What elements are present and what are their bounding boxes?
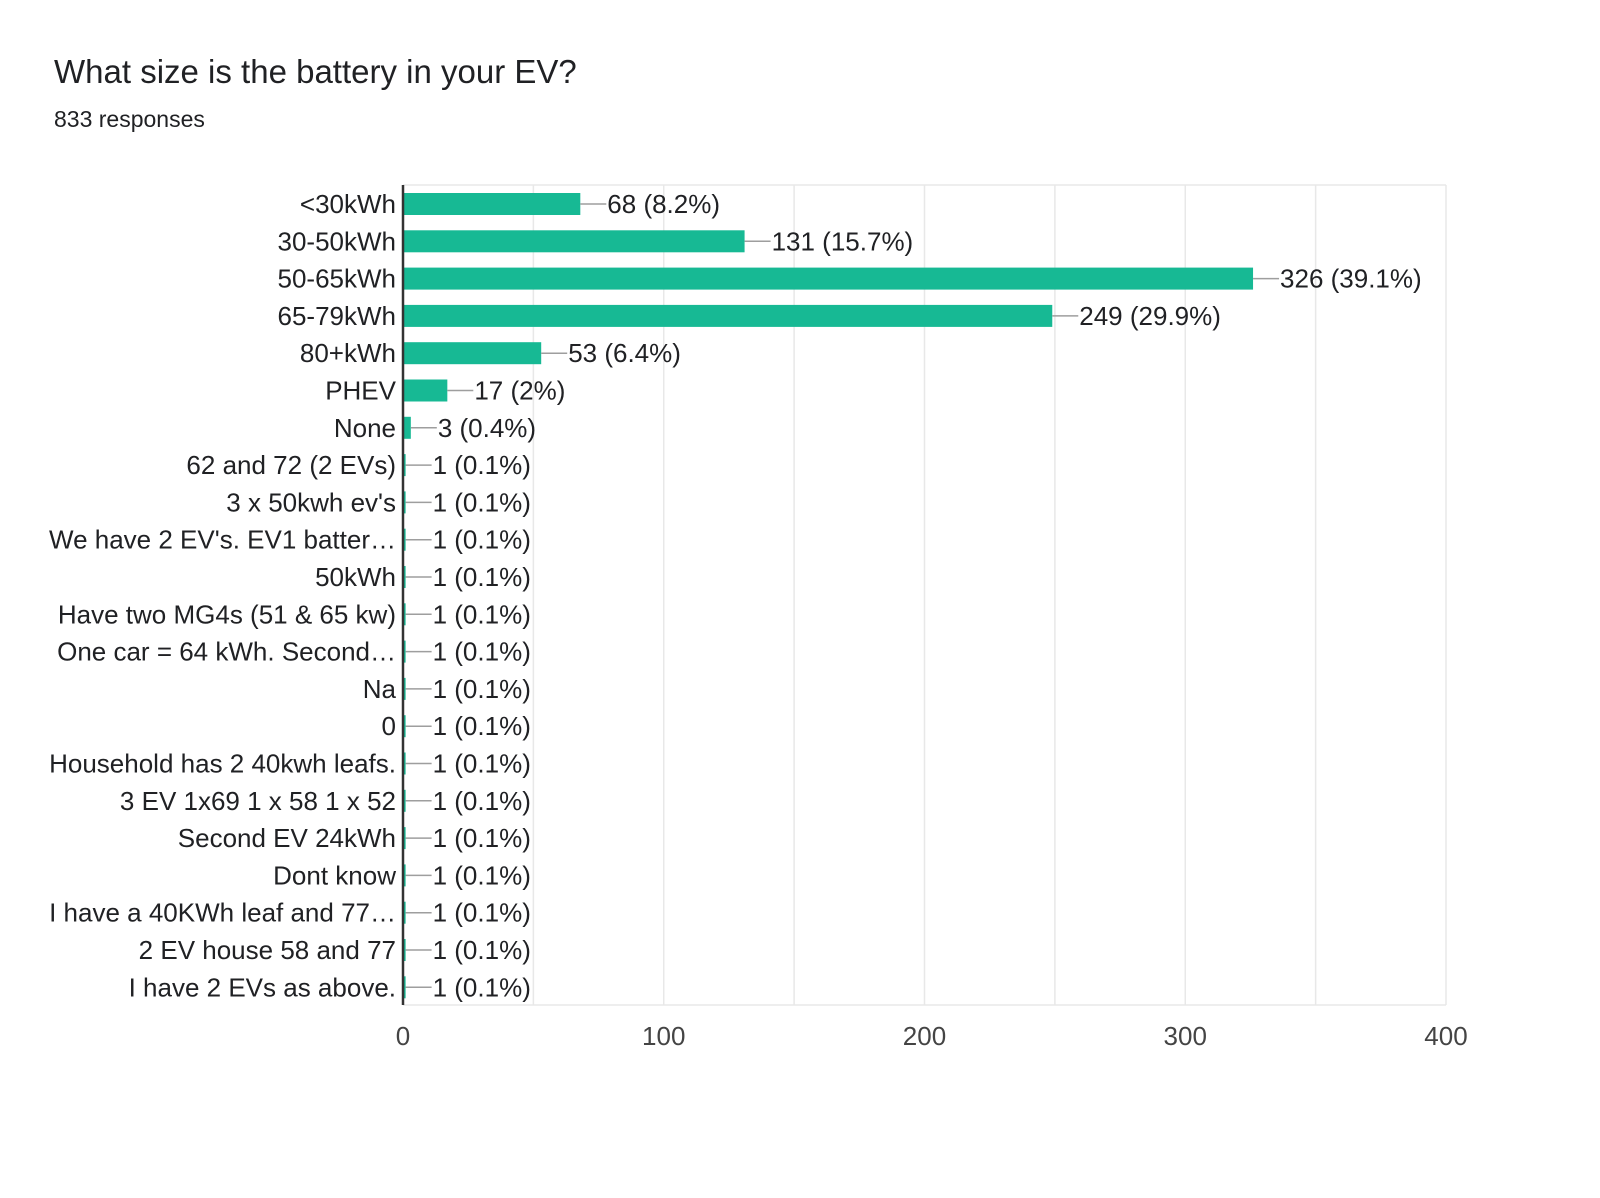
category-label: One car = 64 kWh. Second… [57, 637, 396, 667]
bar-21 [403, 976, 406, 999]
bar-11 [403, 603, 406, 626]
chart-title: What size is the battery in your EV? [54, 53, 577, 90]
x-tick-label: 300 [1164, 1021, 1207, 1051]
category-label: 62 and 72 (2 EVs) [186, 450, 396, 480]
chart-header: What size is the battery in your EV? 833… [54, 52, 577, 134]
category-label: <30kWh [300, 189, 396, 219]
bar-13 [403, 677, 406, 700]
category-label: I have 2 EVs as above. [129, 972, 396, 1002]
data-label: 1 (0.1%) [433, 599, 531, 629]
category-label: 30-50kWh [278, 226, 397, 256]
bar-2 [403, 267, 1254, 290]
category-label: Second EV 24kWh [178, 823, 396, 853]
data-label: 1 (0.1%) [433, 525, 531, 555]
category-label: 50kWh [315, 562, 396, 592]
category-label: PHEV [325, 376, 396, 406]
bar-4 [403, 342, 542, 365]
bar-12 [403, 640, 406, 663]
bar-19 [403, 901, 406, 924]
data-label: 1 (0.1%) [433, 711, 531, 741]
data-label: 1 (0.1%) [433, 786, 531, 816]
category-label: Have two MG4s (51 & 65 kw) [58, 599, 396, 629]
category-label: 65-79kWh [278, 301, 397, 331]
data-label: 53 (6.4%) [568, 338, 681, 368]
x-tick-label: 400 [1424, 1021, 1467, 1051]
data-label: 1 (0.1%) [433, 823, 531, 853]
bar-17 [403, 827, 406, 850]
bar-1 [403, 230, 745, 253]
bar-10 [403, 566, 406, 588]
data-label: 68 (8.2%) [607, 189, 720, 219]
category-label: 3 EV 1x69 1 x 58 1 x 52 [120, 786, 396, 816]
data-label: 1 (0.1%) [433, 637, 531, 667]
category-label: 80+kWh [300, 338, 396, 368]
category-label: 2 EV house 58 and 77 [139, 935, 396, 965]
category-label: None [334, 413, 396, 443]
data-label: 326 (39.1%) [1280, 264, 1422, 294]
bar-0 [403, 193, 581, 215]
category-label: 50-65kWh [278, 264, 397, 294]
data-label: 131 (15.7%) [772, 226, 914, 256]
data-label: 1 (0.1%) [433, 860, 531, 890]
category-label: 0 [382, 711, 396, 741]
x-tick-label: 200 [903, 1021, 946, 1051]
data-label: 17 (2%) [474, 376, 565, 406]
data-label: 1 (0.1%) [433, 562, 531, 592]
data-label: 1 (0.1%) [433, 972, 531, 1002]
bar-16 [403, 789, 406, 812]
bar-3 [403, 304, 1053, 327]
bar-5 [403, 379, 448, 402]
bar-8 [403, 491, 406, 514]
category-label: Dont know [273, 860, 396, 890]
bar-15 [403, 752, 406, 775]
data-label: 1 (0.1%) [433, 674, 531, 704]
category-label: Household has 2 40kwh leafs. [49, 749, 396, 779]
data-label: 1 (0.1%) [433, 450, 531, 480]
category-label: We have 2 EV's. EV1 batter… [49, 525, 396, 555]
bar-20 [403, 939, 406, 961]
category-label: Na [363, 674, 397, 704]
category-label: I have a 40KWh leaf and 77… [49, 898, 396, 928]
data-label: 1 (0.1%) [433, 749, 531, 779]
x-tick-label: 0 [396, 1021, 410, 1051]
bar-6 [403, 416, 411, 439]
bar-18 [403, 864, 406, 887]
data-label: 1 (0.1%) [433, 898, 531, 928]
data-label: 1 (0.1%) [433, 487, 531, 517]
response-count: 833 responses [54, 106, 205, 132]
data-label: 249 (29.9%) [1079, 301, 1221, 331]
x-tick-label: 100 [642, 1021, 685, 1051]
bar-14 [403, 715, 406, 738]
data-label: 1 (0.1%) [433, 935, 531, 965]
data-label: 3 (0.4%) [438, 413, 536, 443]
category-label: 3 x 50kwh ev's [226, 487, 396, 517]
bar-9 [403, 528, 406, 551]
bar-7 [403, 454, 406, 477]
